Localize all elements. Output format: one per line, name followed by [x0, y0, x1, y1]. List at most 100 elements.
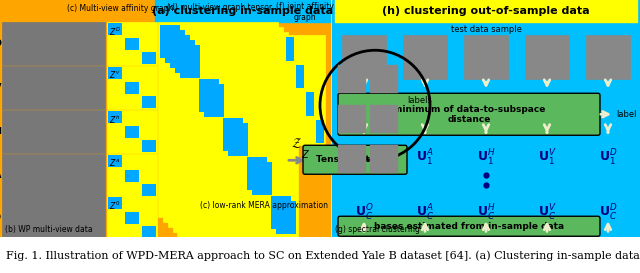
- Text: $\mathbf{U}_{1}^{V}$: $\mathbf{U}_{1}^{V}$: [538, 148, 556, 168]
- Bar: [178, 42, 298, 237]
- Bar: [158, 22, 278, 217]
- Bar: [338, 145, 366, 173]
- Text: $\mathbf{U}_{1}^{H}$: $\mathbf{U}_{1}^{H}$: [477, 148, 495, 168]
- Bar: [370, 145, 398, 173]
- Text: (h) clustering out-of-sample data: (h) clustering out-of-sample data: [382, 6, 590, 16]
- Bar: [107, 66, 157, 109]
- Bar: [165, 30, 185, 63]
- FancyBboxPatch shape: [303, 145, 407, 174]
- Text: $\mathbf{U}_{1}^{A}$: $\mathbf{U}_{1}^{A}$: [416, 148, 434, 168]
- Bar: [342, 35, 386, 79]
- Text: Z: Z: [301, 150, 308, 160]
- Text: (g) spectral clustering: (g) spectral clustering: [335, 225, 420, 234]
- Bar: [213, 108, 233, 141]
- Text: labels: labels: [407, 96, 432, 105]
- Text: bases estimated from in-sample data: bases estimated from in-sample data: [374, 222, 564, 231]
- Bar: [108, 197, 122, 209]
- Bar: [266, 191, 286, 224]
- Bar: [125, 126, 139, 138]
- Bar: [107, 196, 157, 239]
- Bar: [108, 23, 122, 35]
- Bar: [0, 0, 330, 237]
- Bar: [108, 155, 122, 167]
- Bar: [2, 66, 105, 109]
- Bar: [306, 93, 314, 115]
- Bar: [189, 69, 209, 102]
- Text: $\mathbf{U}_{1}^{O}$: $\mathbf{U}_{1}^{O}$: [355, 148, 373, 168]
- Text: D: D: [0, 39, 1, 48]
- Text: (f) joint affinity
graph: (f) joint affinity graph: [276, 2, 334, 22]
- Bar: [403, 35, 447, 79]
- Bar: [2, 154, 105, 197]
- Bar: [160, 25, 180, 58]
- Bar: [108, 67, 122, 79]
- FancyBboxPatch shape: [338, 93, 600, 135]
- Bar: [199, 79, 219, 112]
- Bar: [232, 143, 252, 175]
- Bar: [285, 35, 325, 145]
- Bar: [168, 32, 288, 227]
- Bar: [204, 84, 224, 117]
- Text: $Z^{0}$: $Z^{0}$: [109, 199, 120, 212]
- Bar: [125, 212, 139, 224]
- Text: Tensor network: Tensor network: [316, 155, 394, 164]
- Bar: [173, 37, 293, 232]
- Bar: [242, 152, 262, 185]
- Bar: [2, 110, 105, 153]
- Bar: [271, 196, 291, 229]
- Text: label: label: [616, 110, 637, 119]
- Bar: [125, 38, 139, 50]
- Text: O: O: [0, 213, 1, 222]
- Text: $\mathbf{U}_{C}^{A}$: $\mathbf{U}_{C}^{A}$: [416, 203, 434, 223]
- Bar: [184, 64, 204, 97]
- Bar: [141, 226, 156, 238]
- Bar: [370, 105, 398, 133]
- Bar: [125, 170, 139, 182]
- Text: (c) Multi-view affinity graph: (c) Multi-view affinity graph: [67, 4, 173, 13]
- Bar: [316, 120, 324, 143]
- Bar: [107, 154, 157, 197]
- Bar: [141, 96, 156, 108]
- Bar: [2, 196, 105, 239]
- Bar: [335, 3, 637, 234]
- Bar: [247, 157, 267, 190]
- Text: (c) low-rank MERA approximation: (c) low-rank MERA approximation: [200, 201, 328, 210]
- Bar: [223, 118, 243, 151]
- Bar: [180, 45, 200, 78]
- Bar: [256, 181, 276, 214]
- Text: test data sample: test data sample: [451, 25, 522, 34]
- Bar: [107, 22, 157, 65]
- Text: minimum of data-to-subspace
distance: minimum of data-to-subspace distance: [393, 105, 545, 124]
- Text: (b) WP multi-view data: (b) WP multi-view data: [5, 225, 93, 234]
- Text: $\mathbf{U}_{C}^{H}$: $\mathbf{U}_{C}^{H}$: [477, 203, 495, 223]
- Text: H: H: [0, 127, 1, 136]
- Bar: [252, 162, 272, 195]
- Text: (d) multi-view graph tensor: (d) multi-view graph tensor: [168, 3, 273, 12]
- Bar: [296, 65, 304, 88]
- Bar: [170, 35, 190, 68]
- Bar: [286, 37, 294, 61]
- Bar: [338, 105, 366, 133]
- Bar: [335, 0, 637, 22]
- Text: $\mathcal{Z}$: $\mathcal{Z}$: [291, 136, 301, 150]
- Bar: [155, 0, 330, 22]
- Bar: [338, 65, 366, 93]
- Bar: [370, 65, 398, 93]
- Text: $\mathbf{U}_{1}^{D}$: $\mathbf{U}_{1}^{D}$: [598, 148, 618, 168]
- Text: $\mathbf{U}_{C}^{D}$: $\mathbf{U}_{C}^{D}$: [598, 203, 618, 223]
- FancyBboxPatch shape: [338, 216, 600, 236]
- Text: A: A: [0, 171, 1, 180]
- Text: V: V: [0, 83, 1, 92]
- Text: $Z^{a}$: $Z^{a}$: [109, 157, 120, 168]
- Bar: [586, 35, 630, 79]
- Bar: [141, 52, 156, 64]
- Bar: [125, 82, 139, 94]
- Bar: [208, 103, 228, 136]
- Text: $Z^{h}$: $Z^{h}$: [109, 113, 120, 126]
- Bar: [276, 201, 296, 234]
- Bar: [194, 74, 214, 107]
- Bar: [107, 110, 157, 153]
- Bar: [332, 0, 640, 237]
- Bar: [175, 40, 195, 73]
- Bar: [141, 184, 156, 196]
